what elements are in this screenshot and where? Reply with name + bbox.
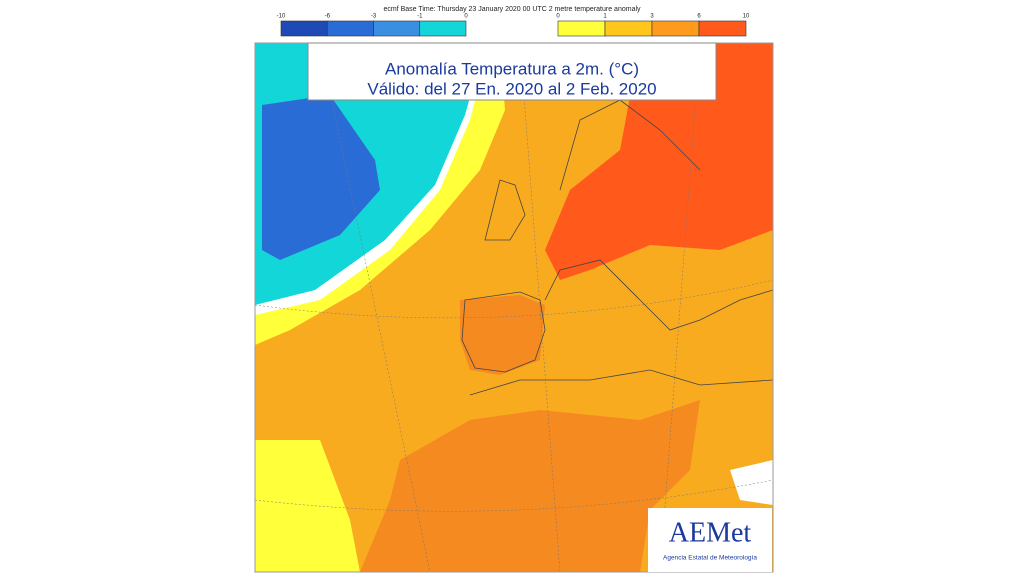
logo-name: AEMet [669,517,752,548]
logo-subtitle: Agencia Estatal de Meteorología [663,555,757,562]
legend-label: -6 [325,14,331,20]
graticule [659,43,701,572]
anomaly-field [360,400,700,572]
legend-label: 0 [464,14,468,20]
legend-label: 1 [603,14,607,20]
title-line: Anomalía Temperatura a 2m. (°C) [385,59,639,78]
graticule [519,43,561,572]
anomaly-field [545,43,773,280]
coastline [469,369,773,396]
legend-swatch [373,20,421,37]
logo-box [648,508,772,572]
map [254,42,774,573]
graticule [255,279,773,319]
legend-label: 6 [697,14,701,20]
legend-swatch [326,20,374,37]
legend-swatch [604,20,653,37]
header-text: ecmf Base Time: Thursday 23 January 2020… [383,6,641,13]
legend-swatch [280,20,328,37]
legend-label: 10 [743,14,750,20]
legend-swatch [419,20,467,37]
legend-label: -10 [277,14,286,20]
legend-label: -3 [371,14,377,20]
anomaly-field [460,295,545,375]
title-box [307,42,717,101]
coastline [544,259,773,331]
legend-swatch [651,20,700,37]
coastline [461,291,546,373]
legend-label: -1 [417,14,423,20]
anomaly-field [255,440,360,572]
coastline [484,179,526,241]
legend-swatch [698,20,747,37]
legend-label: 0 [556,14,560,20]
anomaly-field [730,460,773,505]
legend-swatch [557,20,606,37]
title-line: Válido: del 27 En. 2020 al 2 Feb. 2020 [367,79,656,98]
graticule [255,479,773,512]
anomaly-field [262,95,380,260]
legend-label: 3 [650,14,654,20]
